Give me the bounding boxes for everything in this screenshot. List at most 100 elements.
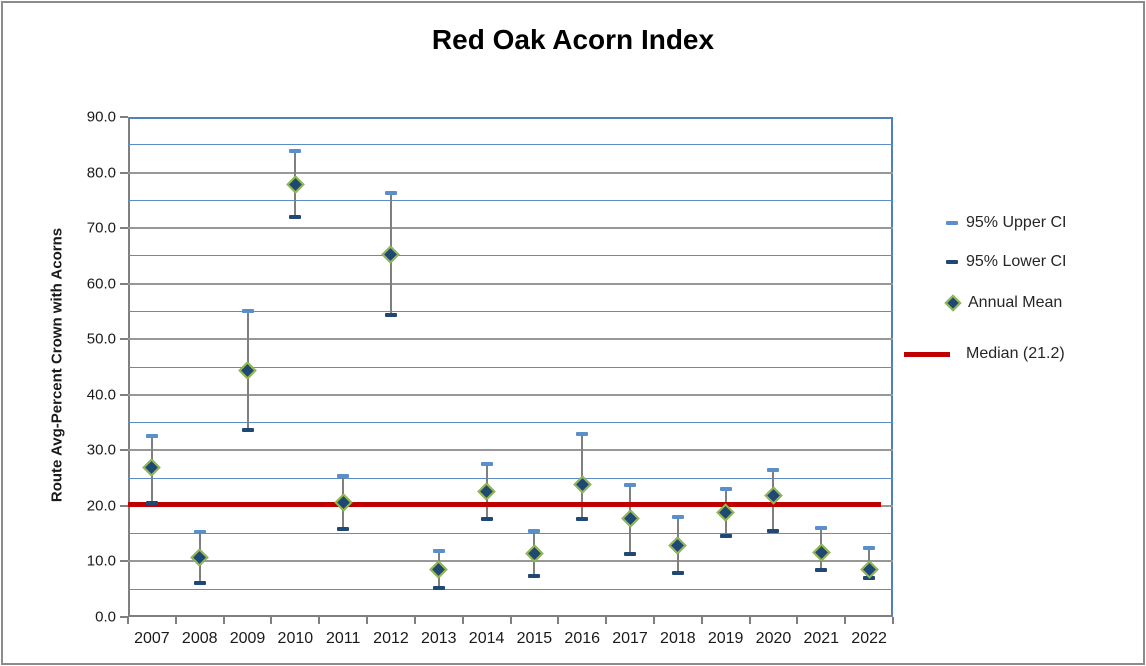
x-tick-mark [652,617,655,624]
y-tick-label: 60.0 [86,275,116,293]
lower-ci-cap [624,552,637,557]
x-tick-mark [413,617,416,624]
mean-diamond [620,509,640,528]
lower-ci-swatch-icon [946,260,958,264]
gridline-major [128,338,893,341]
legend-label-lower-ci: 95% Lower CI [966,253,1067,270]
mean-diamond [812,542,831,562]
x-tick-label: 2010 [277,630,314,647]
x-tick-mark [605,617,608,624]
x-tick-mark [318,617,321,624]
y-tick-mark [120,560,128,563]
y-tick-label: 70.0 [86,219,116,237]
gridline-major [128,449,893,452]
x-tick-mark [844,617,847,624]
gridline-major [128,393,893,396]
gridline-minor [128,366,893,368]
x-tick-label: 2007 [134,630,170,647]
lower-ci-cap [719,533,732,538]
x-tick-mark [748,617,751,624]
median-swatch-icon [904,351,950,357]
x-tick-label: 2012 [373,630,409,647]
x-tick-mark [461,617,464,624]
x-tick-label: 2021 [803,630,840,647]
gridline-minor [128,533,893,535]
x-tick-label: 2019 [707,630,744,647]
x-tick-mark [700,617,703,624]
plot-area [128,117,893,617]
x-tick-mark [270,617,273,624]
y-tick-label: 80.0 [86,164,116,182]
x-tick-mark [892,617,894,624]
x-tick-mark [796,617,799,624]
upper-ci-cap [432,549,445,554]
x-tick-label: 2020 [755,630,792,647]
gridline-major [128,560,893,563]
lower-ci-cap [767,528,780,533]
upper-ci-cap [815,526,828,531]
upper-ci-cap [193,530,206,534]
x-tick-label: 2014 [468,630,505,647]
mean-diamond [238,361,257,381]
y-tick-label: 30.0 [86,441,116,459]
upper-ci-cap [624,482,637,487]
lower-ci-cap [241,428,254,433]
y-tick-mark [120,171,128,174]
y-tick-label: 90.0 [86,108,116,126]
upper-ci-cap [863,545,876,550]
legend-label-annual-mean: Annual Mean [968,294,1063,311]
y-tick-label: 0.0 [95,608,116,626]
mean-diamond [286,175,305,194]
upper-ci-cap [528,529,541,534]
lower-ci-cap [528,573,541,578]
legend-item-upper-ci: 95% Upper CI [946,214,1067,232]
lower-ci-cap [432,586,445,591]
mean-diamond [429,560,448,579]
x-tick-mark [366,617,369,624]
lower-ci-cap [384,312,397,317]
lower-ci-cap [145,500,158,505]
x-tick-label: 2022 [851,630,887,647]
gridline-major [128,227,893,230]
upper-ci-swatch-icon [946,221,958,225]
x-tick-mark [222,617,225,624]
upper-ci-cap [289,148,302,153]
lower-ci-cap [815,568,828,573]
lower-ci-cap [193,580,206,585]
legend-label-median: Median (21.2) [966,345,1065,362]
y-tick-mark [120,227,128,230]
x-tick-label: 2016 [564,630,601,647]
legend-item-annual-mean: Annual Mean [944,294,1063,312]
mean-diamond [668,536,688,556]
gridline-minor [128,588,893,590]
mean-diamond [142,458,162,477]
y-tick-mark [120,338,128,341]
gridline-major [128,282,893,285]
upper-ci-cap [241,309,254,314]
gridline-minor [128,199,893,201]
median-line [128,501,881,507]
y-axis-title: Route Avg-Percent Crown with Acorns [48,227,66,503]
upper-ci-cap [384,191,397,196]
x-tick-label: 2013 [420,630,457,647]
gridline-minor [128,144,893,146]
annual-mean-swatch-icon [944,294,962,312]
y-tick-mark [120,393,128,396]
gridline-major [128,171,893,174]
upper-ci-cap [767,467,780,472]
x-tick-mark [509,617,512,624]
x-tick-label: 2018 [660,630,696,647]
chart-title: Red Oak Acorn Index [431,24,715,55]
lower-ci-cap [671,571,684,576]
mean-diamond [381,245,401,264]
y-tick-label: 10.0 [86,552,116,570]
upper-ci-cap [719,487,732,492]
gridline-minor [128,422,893,424]
mean-diamond [333,493,353,512]
lower-ci-cap [480,516,493,521]
y-tick-mark [120,282,128,285]
y-tick-mark [120,449,128,452]
y-tick-label: 40.0 [86,386,116,404]
upper-ci-cap [145,433,158,438]
